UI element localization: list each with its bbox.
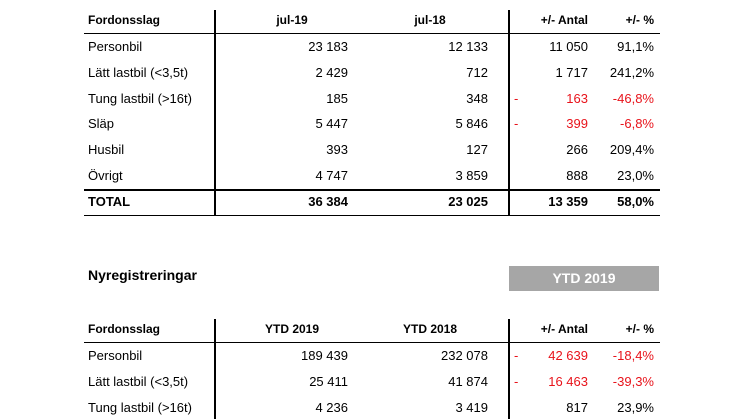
header-previous-period: YTD 2018 [402, 322, 458, 336]
diff-percent-cell: 23,9% [617, 399, 654, 415]
diff-percent-cell: 91,1% [617, 39, 654, 54]
header-divider [84, 33, 660, 34]
table-row: Personbil 189 439 232 078 - 42 639 -18,4% [84, 343, 660, 368]
header-current-period: jul-19 [276, 13, 308, 27]
total-divider [84, 189, 660, 191]
table-row: Släp 5 447 5 846 - 399 -6,8% [84, 111, 660, 136]
diff-count-cell: 817 [566, 399, 588, 415]
total-diff: 13 359 [548, 194, 588, 209]
ytd-badge: YTD 2019 [509, 266, 659, 291]
column-divider [508, 319, 510, 419]
ytd-registration-table: Fordonsslag YTD 2019 YTD 2018 +/- Antal … [84, 317, 660, 419]
monthly-registration-table: Fordonsslag jul-19 jul-18 +/- Antal +/- … [84, 8, 660, 218]
current-value-cell: 23 183 [308, 39, 348, 54]
current-value-cell: 4 236 [315, 399, 348, 415]
previous-value-cell: 232 078 [441, 348, 488, 363]
previous-value-cell: 5 846 [455, 116, 488, 132]
total-percent: 58,0% [617, 194, 654, 209]
current-value-cell: 185 [326, 90, 348, 106]
diff-percent-cell: -18,4% [612, 348, 654, 363]
previous-value-cell: 3 859 [455, 168, 488, 183]
header-vehicle-type: Fordonsslag [88, 322, 161, 336]
diff-count-cell: 399 [566, 116, 588, 132]
previous-value-cell: 12 133 [448, 39, 488, 54]
diff-percent-cell: 241,2% [609, 64, 654, 80]
table-row: Personbil 23 183 12 133 11 050 91,1% [84, 34, 660, 59]
header-diff-count: +/- Antal [540, 322, 588, 336]
vehicle-type-cell: Lätt lastbil (<3,5t) [88, 64, 189, 80]
diff-percent-cell: -46,8% [612, 90, 654, 106]
table-row: Husbil 393 127 266 209,4% [84, 137, 660, 162]
header-current-period: YTD 2019 [264, 322, 320, 336]
diff-count-cell: 1 717 [555, 64, 588, 80]
vehicle-type-cell: Tung lastbil (>16t) [88, 90, 192, 106]
previous-value-cell: 41 874 [448, 373, 488, 389]
current-value-cell: 5 447 [315, 116, 348, 132]
vehicle-type-cell: Lätt lastbil (<3,5t) [88, 373, 189, 389]
table-row: Övrigt 4 747 3 859 888 23,0% [84, 163, 660, 188]
table-header-row: Fordonsslag YTD 2019 YTD 2018 +/- Antal … [84, 317, 660, 342]
diff-count-cell: 11 050 [549, 39, 588, 54]
header-previous-period: jul-18 [414, 13, 446, 27]
table-row: Lätt lastbil (<3,5t) 2 429 712 1 717 241,2% [84, 60, 660, 85]
minus-sign: - [514, 348, 519, 363]
column-divider [508, 10, 510, 216]
diff-count-cell: 42 639 [548, 348, 588, 363]
current-value-cell: 4 747 [315, 168, 348, 183]
current-value-cell: 189 439 [301, 348, 348, 363]
table-row: Lätt lastbil (<3,5t) 25 411 41 874 - 16 463 -… [84, 369, 660, 394]
header-diff-percent: +/- % [625, 322, 654, 336]
total-current: 36 384 [308, 194, 348, 209]
minus-sign: - [514, 373, 519, 389]
previous-value-cell: 127 [466, 142, 488, 158]
previous-value-cell: 3 419 [455, 399, 488, 415]
diff-count-cell: 163 [566, 90, 588, 106]
vehicle-type-cell: Personbil [88, 39, 143, 54]
minus-sign: - [514, 90, 519, 106]
table-row: Tung lastbil (>16t) 4 236 3 419 817 23,9% [84, 395, 660, 420]
vehicle-type-cell: Övrigt [88, 168, 123, 183]
diff-percent-cell: -39,3% [612, 373, 654, 389]
table-row: Tung lastbil (>16t) 185 348 - 163 -46,8% [84, 86, 660, 111]
column-divider [214, 10, 216, 216]
header-diff-count: +/- Antal [540, 13, 588, 27]
diff-count-cell: 266 [566, 142, 588, 158]
table-total-row: TOTAL 36 384 23 025 13 359 58,0% [84, 189, 660, 214]
table-header-row: Fordonsslag jul-19 jul-18 +/- Antal +/- … [84, 8, 660, 33]
previous-value-cell: 712 [466, 64, 488, 80]
diff-percent-cell: 209,4% [609, 142, 654, 158]
column-divider [214, 319, 216, 419]
total-bottom-line [84, 215, 660, 216]
vehicle-type-cell: Husbil [88, 142, 125, 158]
header-diff-percent: +/- % [625, 13, 654, 27]
diff-count-cell: 888 [566, 168, 588, 183]
total-previous: 23 025 [448, 194, 488, 209]
previous-value-cell: 348 [466, 90, 488, 106]
current-value-cell: 2 429 [315, 64, 348, 80]
current-value-cell: 25 411 [309, 373, 348, 389]
diff-count-cell: 16 463 [548, 373, 588, 389]
vehicle-type-cell: Släp [88, 116, 115, 132]
vehicle-type-cell: Personbil [88, 348, 143, 363]
total-label: TOTAL [88, 194, 131, 209]
section-title: Nyregistreringar [88, 267, 197, 283]
diff-percent-cell: 23,0% [617, 168, 654, 183]
minus-sign: - [514, 116, 519, 132]
diff-percent-cell: -6,8% [620, 116, 654, 132]
current-value-cell: 393 [326, 142, 348, 158]
header-divider [84, 342, 660, 343]
vehicle-type-cell: Tung lastbil (>16t) [88, 399, 192, 415]
header-vehicle-type: Fordonsslag [88, 13, 161, 27]
